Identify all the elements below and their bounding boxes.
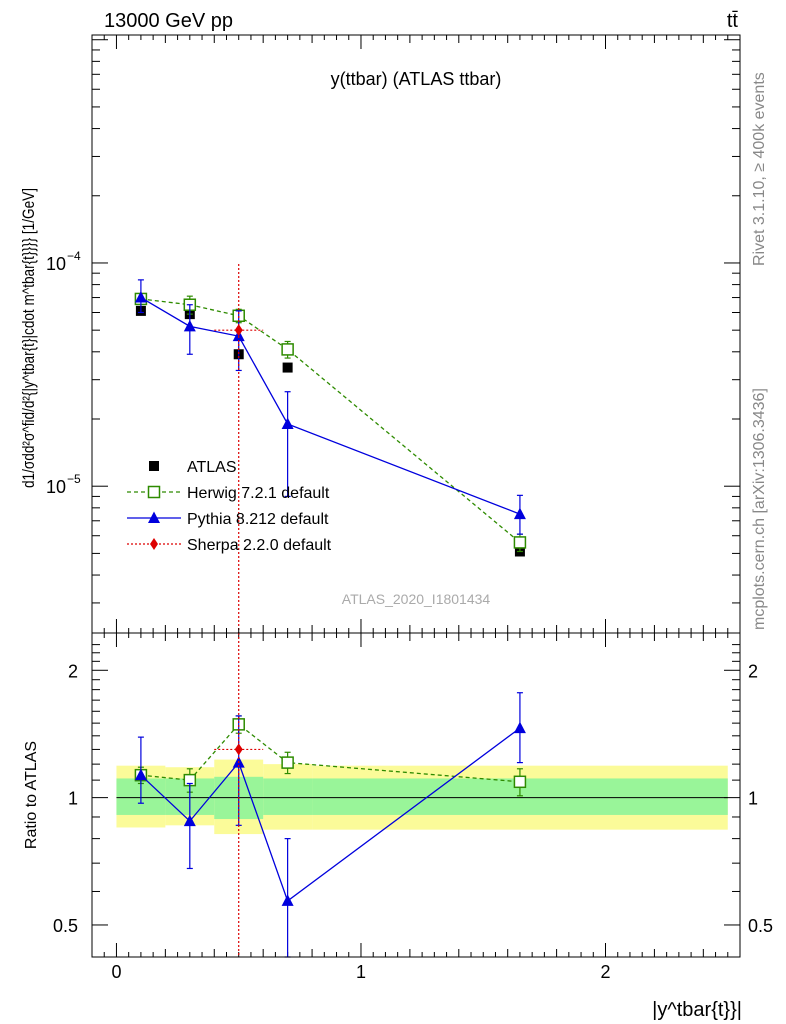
ratio-pythia-point [281, 894, 294, 906]
x-tick-label: 1 [356, 962, 366, 982]
legend-data-marker [149, 461, 159, 471]
legend: ATLAS Herwig 7.2.1 default Pythia 8.212 de… [127, 459, 332, 554]
legend-data-label: ATLAS [187, 459, 237, 476]
main-herwig-point [513, 536, 527, 549]
ratio-panel: 0 1 2 0.5 0.5 1 1 2 2 [53, 632, 773, 982]
x-tick-label: 0 [111, 962, 121, 982]
legend-pythia-marker [148, 511, 160, 523]
ratio-pythia-point [134, 768, 147, 781]
legend-sherpa-label: Sherpa 2.2.0 default [187, 537, 332, 554]
legend-herwig-marker [147, 485, 161, 499]
ratio-sherpa-point [234, 743, 243, 756]
ratio-herwig-point [281, 756, 294, 769]
main-herwig-line [140, 298, 521, 543]
main-y-tick-label: 10 [46, 477, 66, 497]
main-y-tick-exponent: −5 [67, 472, 81, 486]
ratio-y-tick-label-right: 1 [748, 789, 758, 809]
main-pythia-point [513, 507, 526, 520]
main-pythia-point [281, 417, 294, 429]
x-tick-label: 2 [601, 962, 611, 982]
ratio-band-inner [263, 778, 313, 815]
ratio-y-axis-label: Ratio to ATLAS [23, 741, 40, 849]
main-pythia-point [134, 291, 147, 303]
main-pythia-line [140, 296, 521, 515]
main-herwig-point [281, 343, 294, 356]
header-left: 13000 GeV pp [104, 10, 233, 32]
ratio-frame [91, 632, 741, 958]
ratio-y-tick-label: 1 [68, 789, 78, 809]
ratio-y-tick-label-right: 2 [748, 661, 758, 681]
main-title: y(ttbar) (ATLAS ttbar) [331, 69, 502, 89]
ratio-y-tick-label: 0.5 [53, 916, 78, 936]
main-y-tick-exponent: −4 [67, 249, 81, 263]
legend-pythia-label: Pythia 8.212 default [187, 511, 329, 528]
main-y-tick-label: 10 [46, 254, 66, 274]
main-y-axis-label: d1/σdd²σ^fid/d²{|y^tbar{t}|cdot m^tbar{t… [19, 188, 38, 488]
ratio-y-tick-label-right: 0.5 [748, 916, 773, 936]
watermark: ATLAS_2020_I1801434 [342, 591, 491, 607]
main-panel: 10−510−4 [46, 34, 741, 957]
side-text-bottom: mcplots.cern.ch [arXiv:1306.3436] [751, 388, 768, 630]
header-right: tt̄ [727, 10, 739, 32]
main-data-point [282, 362, 293, 373]
x-axis-label: |y^tbar{t}}| [652, 999, 742, 1021]
ratio-pythia-point [183, 814, 196, 827]
side-text-top: Rivet 3.1.10, ≥ 400k events [751, 72, 768, 266]
ratio-y-tick-label: 2 [68, 661, 78, 681]
ratio-pythia-point [513, 721, 526, 734]
legend-herwig-label: Herwig 7.2.1 default [187, 485, 330, 502]
main-pythia-point [183, 319, 196, 332]
legend-sherpa-marker [150, 538, 158, 550]
main-sherpa-point [234, 324, 243, 337]
ratio-herwig-point [513, 775, 527, 789]
